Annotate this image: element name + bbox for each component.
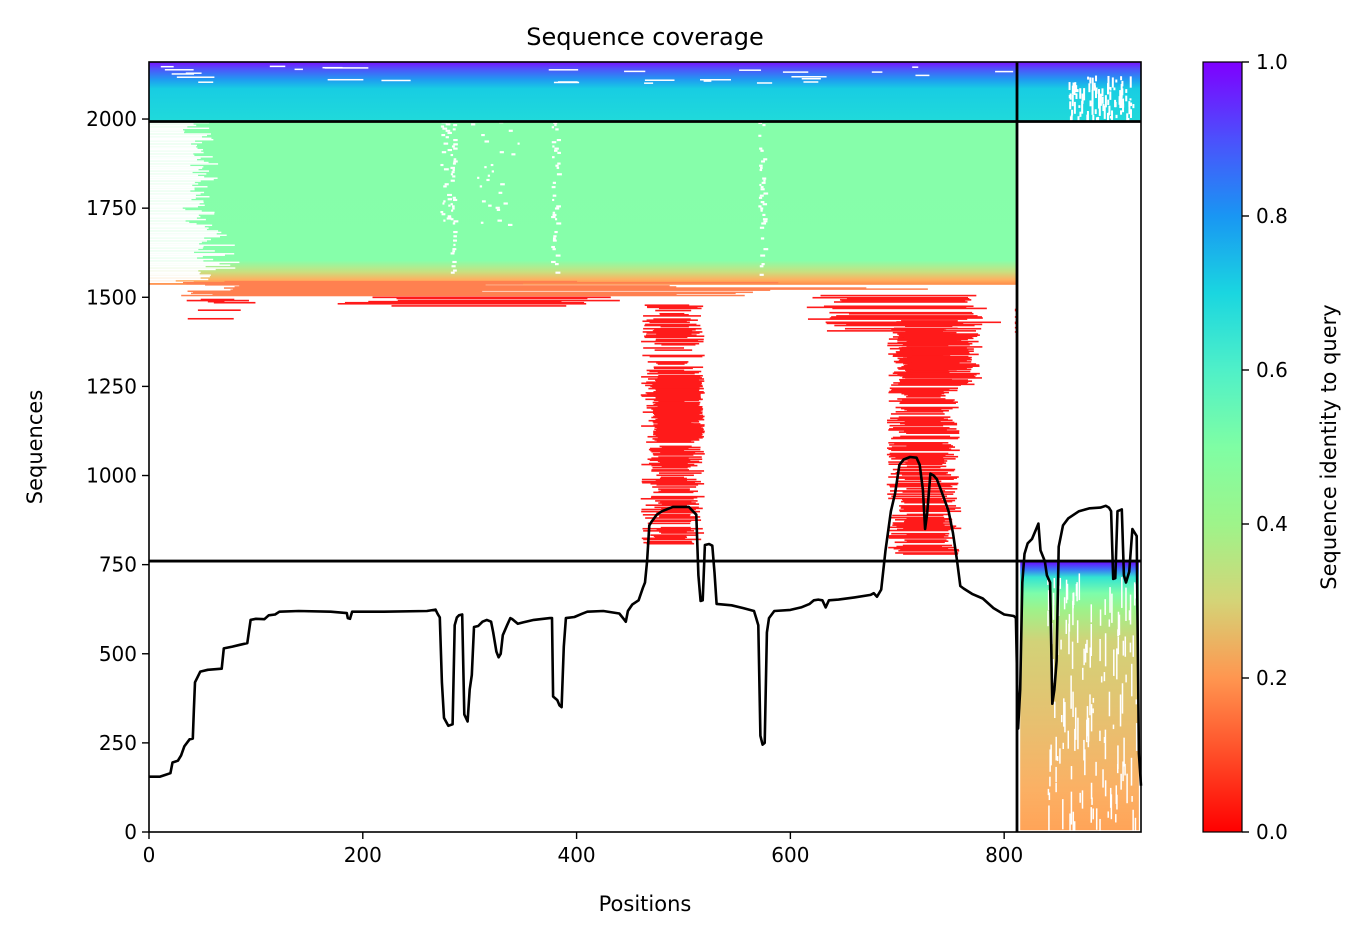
y-tick-label: 1500: [86, 285, 137, 309]
block-top-left: [149, 62, 1017, 122]
colorbar-tick-label: 0.2: [1256, 666, 1288, 690]
colorbar-axis: 0.0 0.2 0.4 0.6 0.8 1.0: [1242, 50, 1288, 844]
y-tick-label: 1750: [86, 196, 137, 220]
x-tick-label: 200: [344, 843, 382, 867]
colorbar: [1202, 61, 1243, 833]
chart-title: Sequence coverage: [526, 23, 763, 51]
y-tick-label: 2000: [86, 107, 137, 131]
x-tick-label: 0: [143, 843, 156, 867]
colorbar-label: Sequence identity to query: [1317, 304, 1341, 589]
y-tick-label: 250: [99, 731, 137, 755]
x-axis: 0 200 400 600 800: [143, 832, 1023, 867]
low-identity-lines: [186, 294, 1017, 555]
y-tick-label: 1250: [86, 374, 137, 398]
y-axis-label: Sequences: [23, 390, 47, 505]
coverage-line-0: [149, 455, 1143, 786]
colorbar-tick-label: 0.6: [1256, 358, 1288, 382]
colorbar-tick-label: 0.0: [1256, 820, 1288, 844]
colorbar-tick-label: 1.0: [1256, 50, 1288, 74]
y-tick-label: 500: [99, 642, 137, 666]
x-tick-label: 600: [771, 843, 809, 867]
block-mid-left: [149, 121, 1017, 285]
colorbar-tick-label: 0.8: [1256, 204, 1288, 228]
y-tick-label: 750: [99, 553, 137, 577]
y-tick-label: 0: [124, 820, 137, 844]
overlay-layer: [149, 62, 1143, 832]
plot-frame: [148, 61, 1142, 833]
plot-area: [149, 62, 1141, 832]
x-tick-label: 400: [557, 843, 595, 867]
x-tick-label: 800: [985, 843, 1023, 867]
x-axis-label: Positions: [599, 892, 692, 916]
colorbar-tick-label: 0.4: [1256, 512, 1288, 536]
y-axis: 0 250 500 750 1000 1250 1500 1750 2000: [86, 107, 149, 844]
block-bottom-right: [1020, 561, 1139, 831]
y-tick-label: 1000: [86, 464, 137, 488]
mid-block-gaps: [149, 121, 928, 297]
